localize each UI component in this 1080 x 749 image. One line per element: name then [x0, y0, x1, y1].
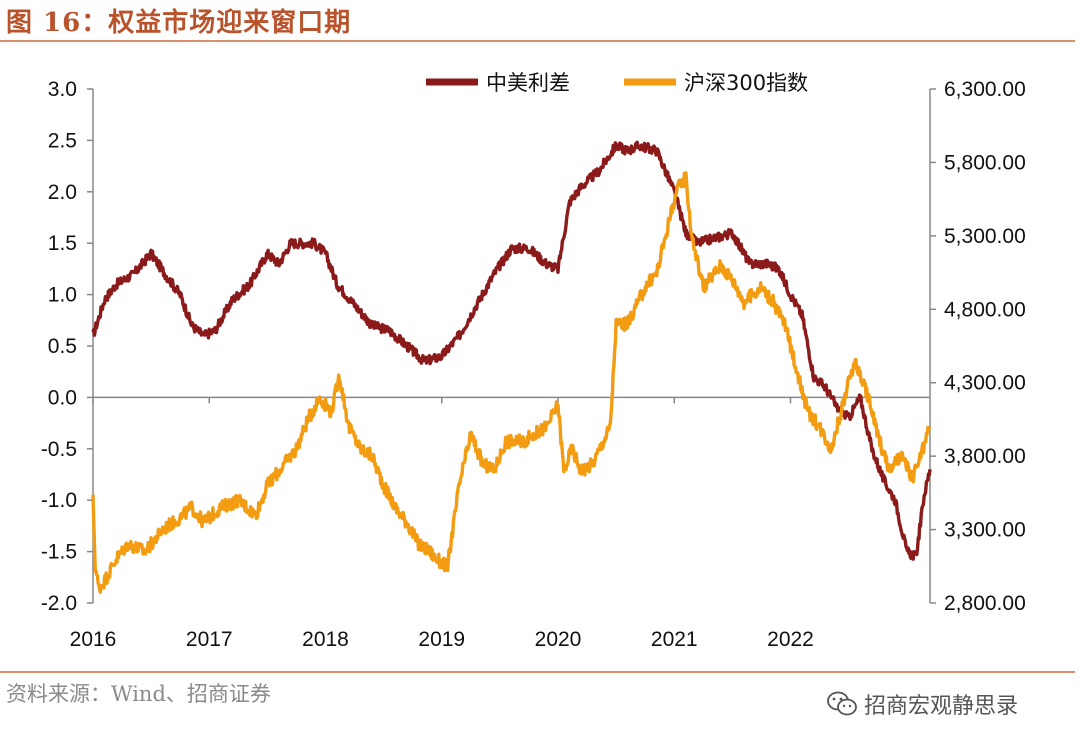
- right-tick-label: 4,800.00: [944, 298, 1026, 321]
- x-tick-label: 2022: [767, 628, 814, 651]
- top-rule: [0, 40, 1075, 42]
- x-tick-label: 2018: [302, 628, 349, 651]
- left-tick-label: 3.0: [48, 78, 77, 101]
- bottom-rule: [0, 671, 1075, 673]
- left-tick-label: 1.0: [48, 284, 77, 307]
- x-tick-label: 2020: [535, 628, 582, 651]
- wechat-icon: [827, 691, 857, 716]
- right-tick-label: 5,300.00: [944, 225, 1026, 248]
- left-tick-label: 2.5: [48, 129, 77, 152]
- legend-label: 沪深300指数: [684, 71, 808, 95]
- series-line-csi300: [91, 171, 932, 594]
- watermark: 招商宏观静思录: [826, 688, 1018, 720]
- right-tick-label: 5,800.00: [944, 151, 1026, 174]
- source-note: 资料来源：Wind、招商证券: [6, 682, 271, 706]
- left-tick-label: 0.0: [48, 386, 77, 409]
- legend-label: 中美利差: [486, 71, 570, 95]
- x-tick-label: 2016: [70, 628, 117, 651]
- figure-title: 图 16：权益市场迎来窗口期: [6, 8, 352, 38]
- x-tick-label: 2021: [651, 628, 698, 651]
- left-tick-label: 2.0: [48, 181, 77, 204]
- x-tick-label: 2019: [418, 628, 465, 651]
- right-tick-label: 3,300.00: [944, 519, 1026, 542]
- left-tick-label: -1.0: [41, 489, 77, 512]
- left-tick-label: -1.5: [41, 541, 77, 564]
- series-line-spread: [91, 140, 932, 561]
- right-tick-label: 2,800.00: [944, 592, 1026, 615]
- right-tick-label: 4,300.00: [944, 372, 1026, 395]
- left-tick-label: 0.5: [48, 335, 77, 358]
- left-tick-label: 1.5: [48, 232, 77, 255]
- left-tick-label: -0.5: [41, 438, 77, 461]
- left-tick-label: -2.0: [41, 592, 77, 615]
- right-tick-label: 6,300.00: [944, 78, 1026, 101]
- right-tick-label: 3,800.00: [944, 445, 1026, 468]
- watermark-text: 招商宏观静思录: [864, 694, 1019, 719]
- x-tick-label: 2017: [186, 628, 233, 651]
